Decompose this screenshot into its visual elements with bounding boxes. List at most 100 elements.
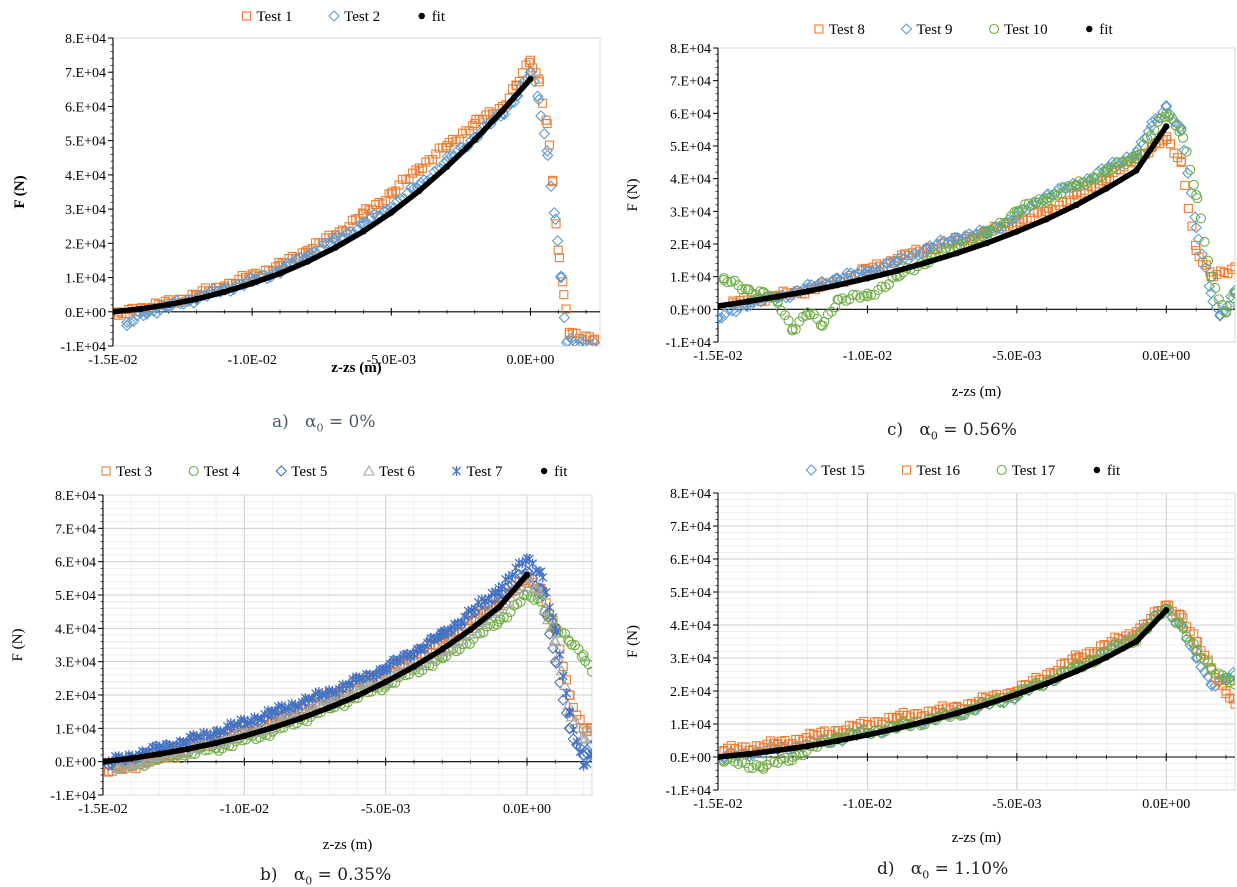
chart-c-series-fit-point — [864, 275, 870, 281]
chart-a-x-axis-label: z-zs (m) — [331, 360, 381, 376]
caption-c-symbol: α — [919, 420, 930, 440]
chart-c-plot-area — [718, 48, 1235, 342]
chart-b-legend-item-fit-marker — [541, 468, 547, 474]
chart-d-legend-item-fit: fit — [1094, 463, 1121, 479]
chart-b-legend-item-test-4: Test 4 — [189, 464, 240, 480]
chart-a-legend-item-fit-marker — [419, 13, 425, 19]
chart-d-legend: Test 15 Test 16 Test 17 fit — [806, 463, 1121, 479]
chart-a-series-fit-point — [249, 280, 255, 286]
chart-a-y-tick-label: 5.E+04 — [65, 135, 106, 150]
chart-c-series-fit-point — [834, 282, 840, 288]
chart-d-legend-item-test-17-marker — [997, 466, 1006, 475]
chart-b-legend-item-test-3-label: Test 3 — [116, 464, 152, 480]
chart-a-series-fit-point — [416, 188, 422, 194]
chart-d-series-fit-point — [775, 747, 781, 753]
chart-d-legend-item-test-17: Test 17 — [997, 463, 1056, 479]
chart-b-legend-item-test-5: Test 5 — [276, 464, 327, 480]
chart-c-y-axis-label: F (N) — [625, 179, 641, 212]
chart-b-series-fit-point — [298, 715, 304, 721]
chart-d-series-fit-point — [1133, 638, 1139, 644]
chart-c-y-tick-label: 4.E+04 — [670, 173, 711, 188]
chart-c-series-fit-point — [984, 240, 990, 246]
caption-d: d) α0 = 1.10% — [877, 859, 1008, 881]
caption-a-rest: = 0% — [323, 412, 375, 432]
chart-a-legend-item-test-1-marker — [243, 12, 251, 20]
caption-a: a) α0 = 0% — [272, 412, 376, 434]
chart-c-legend-item-test-9-label: Test 9 — [917, 22, 953, 38]
chart-a-y-tick-label: 4.E+04 — [65, 169, 106, 184]
chart-d-x-tick-label: -5.0E-03 — [992, 797, 1041, 812]
caption-c: c) α0 = 0.56% — [887, 420, 1017, 442]
chart-c-legend-item-test-9: Test 9 — [902, 22, 953, 38]
chart-b-legend-item-test-7: Test 7 — [453, 464, 504, 480]
chart-d-legend-item-test-15: Test 15 — [806, 463, 865, 479]
chart-c-x-axis-label: z-zs (m) — [952, 384, 1002, 400]
chart-c-legend-item-test-10: Test 10 — [990, 22, 1048, 38]
chart-b-series-fit-point — [524, 572, 530, 578]
chart-c-y-tick-label: 2.E+04 — [670, 238, 711, 253]
chart-d-legend-item-test-17-label: Test 17 — [1012, 463, 1056, 479]
chart-b-legend-item-test-7-marker — [453, 466, 461, 476]
caption-d-symbol: α — [911, 859, 922, 879]
chart-c-x-tick-label: -1.0E-02 — [843, 349, 892, 364]
caption-b-letter: b) — [260, 865, 278, 885]
chart-b-legend-item-test-3: Test 3 — [102, 464, 152, 480]
chart-d-y-tick-label: 8.E+04 — [670, 487, 711, 502]
chart-b-series-fit-point — [382, 679, 388, 685]
chart-a-series-fit-point — [277, 270, 283, 276]
chart-b-y-tick-label: 2.E+04 — [55, 689, 96, 704]
chart-a-legend-item-test-2-marker — [329, 11, 339, 21]
chart-c-x-tick-label: -1.5E-02 — [693, 349, 742, 364]
chart-b-y-tick-label: 6.E+04 — [55, 556, 96, 571]
chart-c-legend-item-test-10-label: Test 10 — [1004, 22, 1048, 38]
chart-b-legend-item-test-4-label: Test 4 — [204, 464, 241, 480]
caption-c-letter: c) — [887, 420, 903, 440]
chart-d-legend-item-test-16-label: Test 16 — [917, 463, 961, 479]
chart-a-series-fit-point — [499, 107, 505, 113]
chart-c-y-tick-label: 7.E+04 — [670, 75, 711, 90]
chart-b-legend-item-test-5-marker — [276, 466, 286, 476]
caption-d-rest: = 1.10% — [929, 859, 1008, 879]
caption-a-letter: a) — [272, 412, 289, 432]
chart-b-y-axis-label: F (N) — [10, 629, 26, 662]
chart-c-series-fit-point — [745, 298, 751, 304]
caption-b-rest: = 0.35% — [312, 865, 391, 885]
chart-c-series-fit-point — [1133, 167, 1139, 173]
chart-b-series-fit-point — [354, 692, 360, 698]
caption-b: b) α0 = 0.35% — [260, 865, 391, 887]
chart-c-y-tick-label: 5.E+04 — [670, 140, 711, 155]
chart-a-y-tick-label: 1.E+04 — [65, 272, 106, 287]
caption-c-sub: 0 — [931, 429, 938, 442]
chart-b-series-fit-point — [128, 755, 134, 761]
chart-b-y-tick-label: 3.E+04 — [55, 656, 96, 671]
chart-b-x-tick-label: -1.5E-02 — [78, 802, 127, 817]
chart-d-legend-item-test-16-marker — [903, 466, 911, 474]
chart-c-legend-item-fit: fit — [1086, 22, 1113, 38]
chart-a-series-fit-point — [221, 289, 227, 295]
chart-c-y-tick-label: 8.E+04 — [670, 42, 711, 57]
chart-a-x-tick-label: 0.0E+00 — [506, 353, 554, 368]
chart-d-y-tick-label: 6.E+04 — [670, 553, 711, 568]
chart-c-y-tick-label: 0.E+00 — [670, 303, 711, 318]
chart-b-y-tick-label: 7.E+04 — [55, 522, 96, 537]
chart-b-legend-item-fit-label: fit — [554, 464, 568, 480]
chart-c-series-fit-point — [954, 250, 960, 256]
chart-d-series-fit-point — [1163, 607, 1169, 613]
chart-c-legend-item-test-8-marker — [815, 25, 823, 33]
chart-a-y-tick-label: 3.E+04 — [65, 203, 106, 218]
chart-d-legend-item-test-15-marker — [806, 465, 816, 475]
chart-d-series-fit-point — [834, 738, 840, 744]
chart-c-x-tick-label: -5.0E-03 — [992, 349, 1041, 364]
chart-a-series-fit-point — [472, 137, 478, 143]
chart-b-y-tick-label: 5.E+04 — [55, 589, 96, 604]
chart-b-legend-item-test-4-marker — [189, 467, 198, 476]
chart-a-legend-item-test-2-label: Test 2 — [344, 9, 380, 25]
chart-a-series-fit-point — [138, 306, 144, 312]
chart-d-series-fit-point — [924, 718, 930, 724]
chart-d-y-tick-label: 3.E+04 — [670, 652, 711, 667]
chart-b-y-tick-label: 0.E+00 — [55, 756, 96, 771]
chart-c-series-fit-point — [715, 303, 721, 309]
chart-c-y-tick-label: 3.E+04 — [670, 205, 711, 220]
